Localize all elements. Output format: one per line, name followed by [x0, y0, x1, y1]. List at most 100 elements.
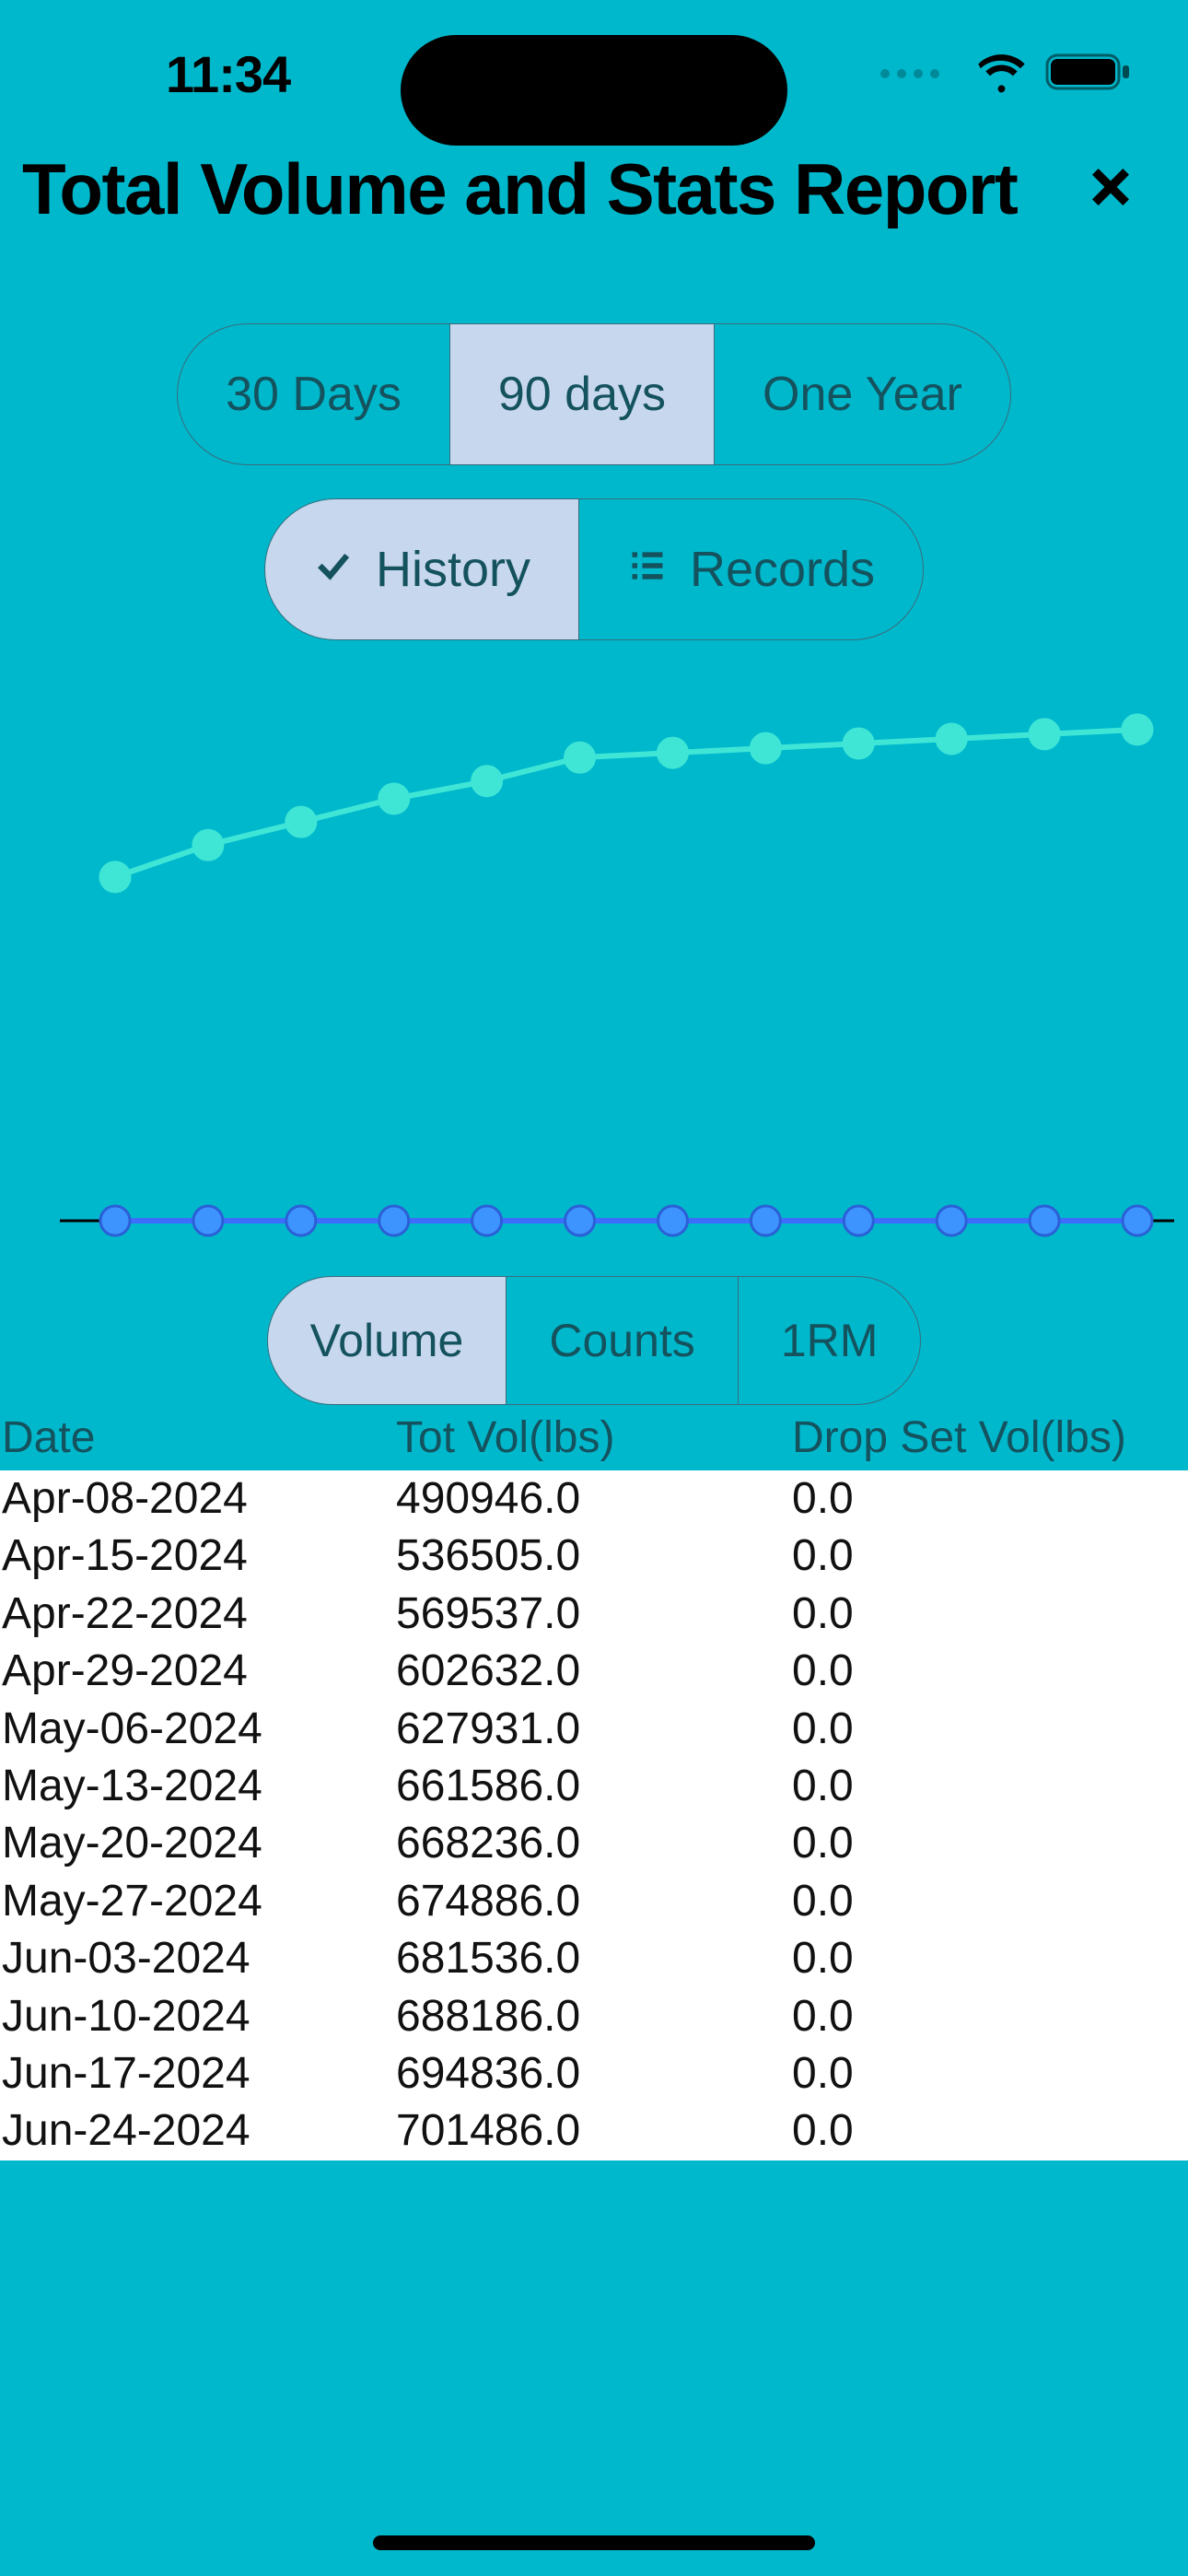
table-row: Apr-29-2024602632.00.0 — [0, 1643, 1188, 1700]
cell-date: Jun-10-2024 — [0, 1988, 396, 2045]
chart-point — [193, 830, 223, 860]
cell-totvol: 490946.0 — [396, 1470, 792, 1528]
chart-point — [658, 1206, 687, 1235]
cell-dropsetvol: 0.0 — [792, 1815, 1188, 1872]
cell-totvol: 661586.0 — [396, 1758, 792, 1815]
range-segment-30-days[interactable]: 30 Days — [178, 324, 450, 464]
table-row: Apr-15-2024536505.00.0 — [0, 1528, 1188, 1585]
cell-date: May-20-2024 — [0, 1815, 396, 1872]
table-row: Jun-10-2024688186.00.0 — [0, 1988, 1188, 2045]
cell-dropsetvol: 0.0 — [792, 1930, 1188, 1987]
cell-totvol: 688186.0 — [396, 1988, 792, 2045]
status-bar: 11:34 — [0, 0, 1188, 147]
cell-totvol: 569537.0 — [396, 1586, 792, 1643]
chart-point — [844, 729, 873, 758]
check-icon — [313, 541, 354, 598]
chart-point — [751, 733, 780, 763]
cell-dropsetvol: 0.0 — [792, 1643, 1188, 1700]
chart-point — [193, 1206, 223, 1235]
title-row: Total Volume and Stats Report — [0, 147, 1188, 268]
table-row: Jun-17-2024694836.00.0 — [0, 2045, 1188, 2102]
mode-segmented: History Records — [264, 498, 924, 640]
metric-segment-volume[interactable]: Volume — [268, 1277, 507, 1404]
chart-point — [286, 1206, 316, 1235]
table-row: May-06-2024627931.00.0 — [0, 1701, 1188, 1758]
table-row: Jun-24-2024701486.00.0 — [0, 2102, 1188, 2160]
column-header-date: Date — [0, 1412, 396, 1463]
page-title: Total Volume and Stats Report — [22, 147, 1017, 231]
table-row: May-20-2024668236.00.0 — [0, 1815, 1188, 1872]
chart-point — [379, 784, 409, 814]
cell-totvol: 668236.0 — [396, 1815, 792, 1872]
cell-totvol: 681536.0 — [396, 1930, 792, 1987]
mode-segment-label: History — [376, 541, 530, 598]
list-icon — [627, 541, 668, 598]
chart-point — [1030, 1206, 1059, 1235]
cell-date: Jun-17-2024 — [0, 2045, 396, 2102]
cell-dropsetvol: 0.0 — [792, 2102, 1188, 2160]
cell-date: May-06-2024 — [0, 1701, 396, 1758]
mode-segment-records[interactable]: Records — [579, 499, 923, 639]
chart-point — [1123, 715, 1152, 744]
table-row: May-13-2024661586.00.0 — [0, 1758, 1188, 1815]
chart-point — [472, 1206, 502, 1235]
chart-point — [286, 807, 316, 837]
table-header: Date Tot Vol(lbs) Drop Set Vol(lbs) — [0, 1405, 1188, 1470]
chart-svg — [0, 668, 1188, 1276]
chart-point — [937, 1206, 966, 1235]
cell-totvol: 694836.0 — [396, 2045, 792, 2102]
chart-point — [844, 1206, 873, 1235]
metric-segment-counts[interactable]: Counts — [507, 1277, 738, 1404]
cell-date: Jun-24-2024 — [0, 2102, 396, 2160]
wifi-icon — [976, 46, 1027, 101]
cell-dropsetvol: 0.0 — [792, 2045, 1188, 2102]
column-header-dropsetvol: Drop Set Vol(lbs) — [792, 1412, 1188, 1463]
cell-date: Apr-22-2024 — [0, 1586, 396, 1643]
status-time: 11:34 — [166, 44, 290, 104]
chart-point — [751, 1206, 780, 1235]
close-button[interactable] — [1083, 162, 1138, 217]
range-segment-one-year[interactable]: One Year — [715, 324, 1010, 464]
table-row: Apr-08-2024490946.00.0 — [0, 1470, 1188, 1528]
cell-dropsetvol: 0.0 — [792, 1701, 1188, 1758]
cell-totvol: 602632.0 — [396, 1643, 792, 1700]
mode-segment-history[interactable]: History — [265, 499, 579, 639]
chart-point — [379, 1206, 409, 1235]
chart-point — [100, 1206, 130, 1235]
status-right — [880, 46, 1133, 101]
chart-point — [100, 862, 130, 892]
signal-dots — [880, 69, 939, 78]
chart-area — [0, 668, 1188, 1276]
range-segmented-row: 30 Days90 daysOne Year — [0, 323, 1188, 465]
battery-icon — [1045, 50, 1133, 99]
metric-segmented: VolumeCounts1RM — [267, 1276, 922, 1405]
bottom-filler — [0, 2160, 1188, 2576]
metric-segment-1rm[interactable]: 1RM — [739, 1277, 921, 1404]
table-body[interactable]: Apr-08-2024490946.00.0Apr-15-2024536505.… — [0, 1470, 1188, 2160]
mode-segment-label: Records — [690, 541, 875, 598]
table-row: Jun-03-2024681536.00.0 — [0, 1930, 1188, 1987]
chart-point — [937, 724, 966, 754]
chart-point — [565, 1206, 595, 1235]
cell-totvol: 701486.0 — [396, 2102, 792, 2160]
chart-point — [658, 738, 687, 767]
chart-point — [1030, 720, 1059, 749]
cell-totvol: 674886.0 — [396, 1873, 792, 1930]
table-row: Apr-22-2024569537.00.0 — [0, 1586, 1188, 1643]
cell-date: May-13-2024 — [0, 1758, 396, 1815]
close-icon — [1088, 164, 1134, 215]
cell-dropsetvol: 0.0 — [792, 1470, 1188, 1528]
chart-line-tot-vol — [115, 730, 1137, 877]
range-segment-90-days[interactable]: 90 days — [450, 324, 715, 464]
column-header-totvol: Tot Vol(lbs) — [396, 1412, 792, 1463]
chart-point — [1123, 1206, 1152, 1235]
dynamic-island — [401, 35, 787, 146]
cell-totvol: 627931.0 — [396, 1701, 792, 1758]
cell-totvol: 536505.0 — [396, 1528, 792, 1585]
metric-segmented-row: VolumeCounts1RM — [0, 1276, 1188, 1405]
chart-point — [565, 743, 595, 772]
chart-point — [472, 767, 502, 796]
table-row: May-27-2024674886.00.0 — [0, 1873, 1188, 1930]
cell-date: Jun-03-2024 — [0, 1930, 396, 1987]
range-segmented: 30 Days90 daysOne Year — [177, 323, 1011, 465]
